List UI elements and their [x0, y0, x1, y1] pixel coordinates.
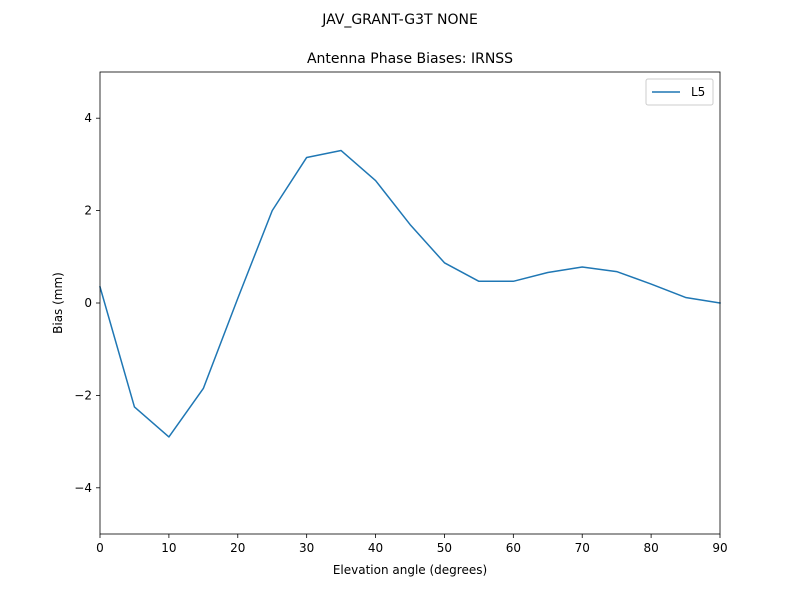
x-tick-label: 20 — [230, 541, 245, 555]
x-tick-label: 0 — [96, 541, 104, 555]
y-tick-label: 0 — [84, 296, 92, 310]
x-tick-label: 70 — [575, 541, 590, 555]
series-line-L5 — [99, 149, 721, 438]
x-tick-label: 60 — [506, 541, 521, 555]
legend-label: L5 — [691, 85, 705, 99]
y-tick-label: 4 — [84, 111, 92, 125]
y-tick-label: −4 — [74, 481, 92, 495]
x-tick-label: 90 — [712, 541, 727, 555]
y-axis-label: Bias (mm) — [51, 272, 65, 334]
chart-title: Antenna Phase Biases: IRNSS — [307, 51, 513, 67]
x-tick-label: 50 — [437, 541, 452, 555]
x-tick-label: 30 — [299, 541, 314, 555]
chart-suptitle: JAV_GRANT-G3T NONE — [321, 12, 478, 28]
x-axis-label: Elevation angle (degrees) — [333, 563, 487, 577]
plot-area: 0 10 20 30 40 50 60 70 80 90 −4 −2 0 2 4 L5 — [74, 71, 728, 555]
plot-frame — [99, 71, 721, 535]
y-tick-label: 2 — [84, 204, 92, 218]
x-tick-label: 80 — [643, 541, 658, 555]
x-tick-label: 40 — [368, 541, 383, 555]
y-tick-label: −2 — [74, 388, 92, 402]
x-tick-label: 10 — [161, 541, 176, 555]
